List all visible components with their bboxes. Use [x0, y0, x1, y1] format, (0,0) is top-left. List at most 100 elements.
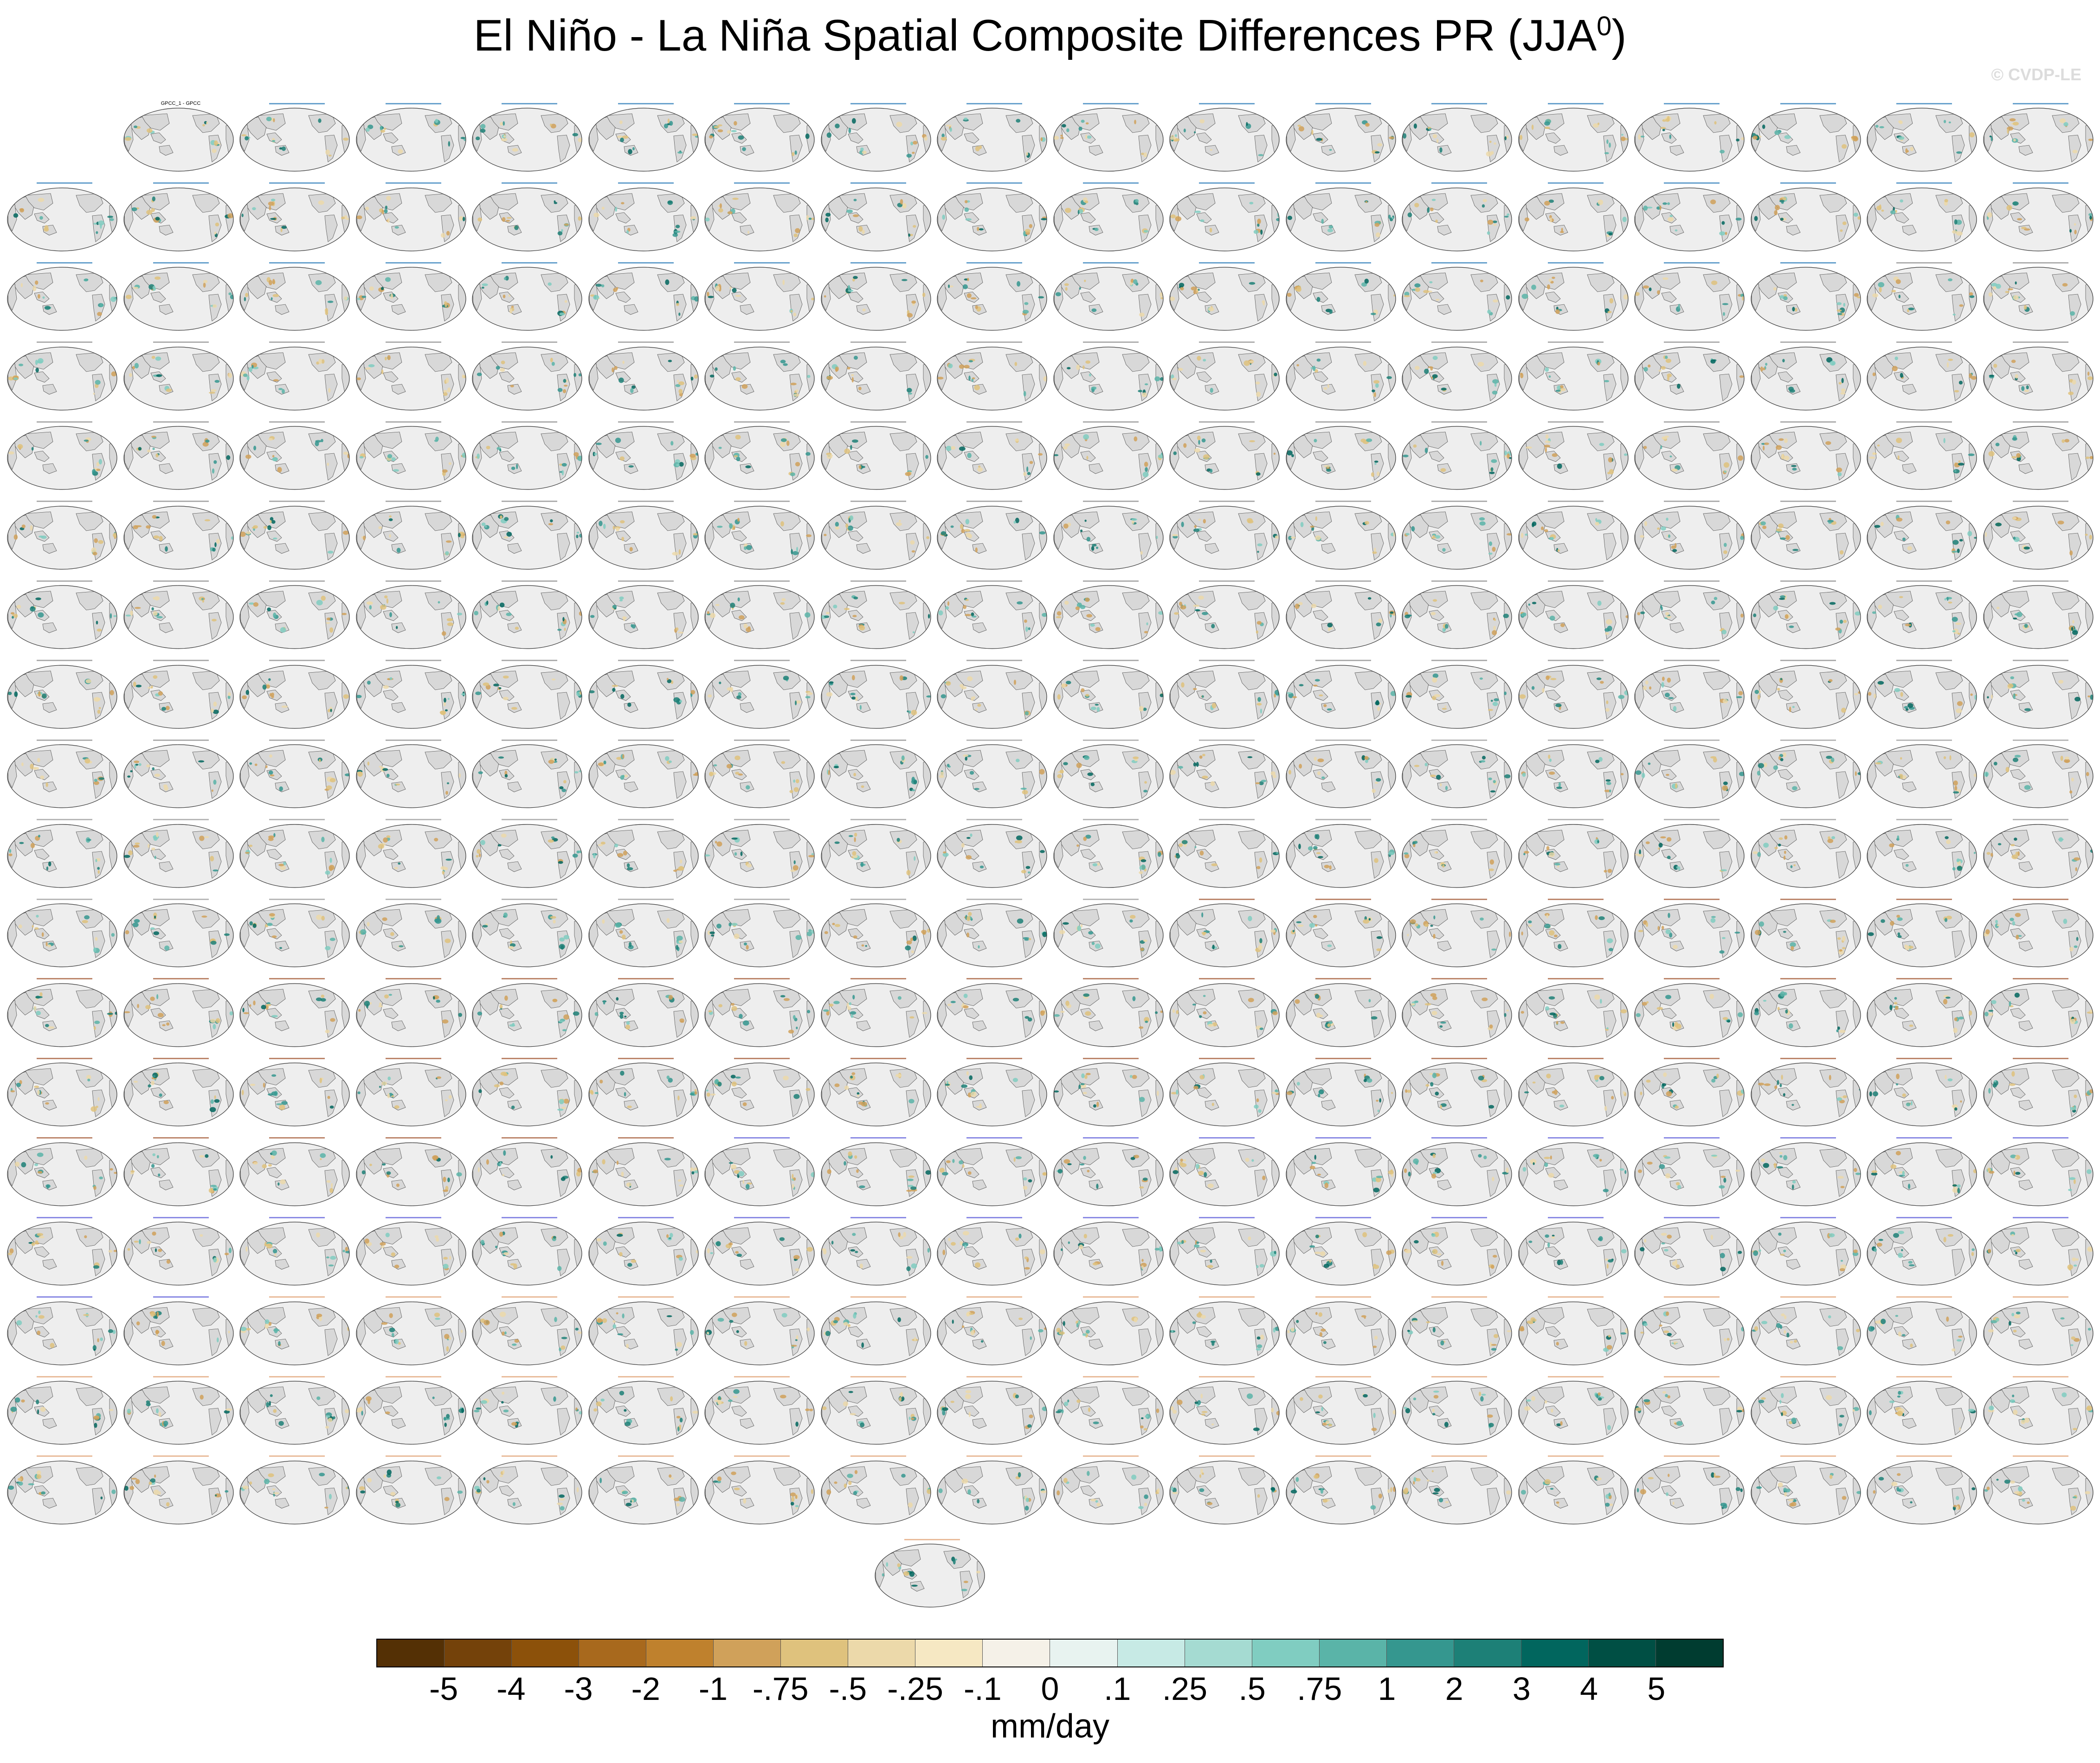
world-map: [1750, 1381, 1861, 1445]
panel-label-text: [2012, 1296, 2068, 1298]
world-map: [704, 426, 815, 490]
world-map: [1867, 1222, 1977, 1286]
model-panel-label: [123, 1373, 239, 1380]
model-map-panel: [1169, 259, 1285, 339]
panel-label-text: [153, 182, 209, 184]
model-map-panel: [704, 736, 820, 816]
model-map-panel: [1285, 736, 1401, 816]
colorbar-swatch: [915, 1640, 983, 1666]
world-map: [1750, 1301, 1861, 1365]
model-panel-label: [1518, 1055, 1634, 1062]
model-panel-label: [588, 339, 704, 346]
panel-label-text: [966, 739, 1022, 741]
model-panel-label: [820, 1373, 936, 1380]
panel-label-text: [1082, 819, 1139, 821]
panel-label-text: [1082, 978, 1139, 980]
world-map: [123, 824, 234, 888]
model-map-panel: [704, 1134, 820, 1214]
world-map: [355, 1460, 466, 1525]
model-map-panel: [123, 975, 239, 1055]
world-map: [1983, 426, 2094, 490]
model-map-panel: [874, 1536, 990, 1615]
model-map-panel: [1750, 339, 1866, 418]
world-map: [588, 744, 699, 808]
world-map: [7, 1142, 117, 1206]
panel-label-text: [1315, 660, 1371, 662]
world-map: [1634, 1301, 1745, 1365]
world-map: [1053, 664, 1164, 729]
model-panel-label: [239, 1055, 355, 1062]
model-map-panel: [1866, 339, 1982, 418]
panel-label-text: [1199, 898, 1255, 900]
panel-label-text: [1547, 1455, 1604, 1457]
world-map: [1402, 505, 1512, 570]
model-map-panel: [6, 1055, 122, 1134]
panel-label-text: [966, 262, 1022, 264]
model-map-panel: [1750, 577, 1866, 657]
panel-label-text: [1896, 501, 1952, 502]
model-panel-label: [1169, 657, 1285, 664]
panel-label-text: [734, 501, 790, 502]
model-map-panel: [355, 577, 471, 657]
model-panel-label: [6, 895, 122, 903]
figure-title: El Niño - La Niña Spatial Composite Diff…: [473, 11, 1627, 60]
world-map: [704, 1381, 815, 1445]
model-panel-label: [355, 816, 471, 824]
model-map-panel: [239, 657, 355, 737]
model-map-panel: [471, 1055, 587, 1134]
world-map: [472, 585, 582, 649]
world-map: [1518, 1301, 1629, 1365]
model-map-panel: [1285, 816, 1401, 896]
panel-label-text: [850, 341, 906, 343]
world-map: [1285, 1062, 1396, 1126]
model-panel-label: [1866, 895, 1982, 903]
world-map: [1402, 744, 1512, 808]
model-panel-label: [1285, 657, 1401, 664]
world-map: [1285, 744, 1396, 808]
colorbar-swatch: [1656, 1640, 1723, 1666]
world-map: [123, 187, 234, 251]
model-map-panel: [1518, 1055, 1634, 1134]
panel-label-text: [1082, 262, 1139, 264]
model-map-panel: [471, 339, 587, 418]
colorbar: [376, 1639, 1724, 1667]
model-panel-label: [936, 259, 1052, 266]
panel-label-text: [269, 501, 325, 502]
world-map: [937, 187, 1047, 251]
world-map: [820, 426, 931, 490]
model-map-panel: [936, 339, 1052, 418]
model-map-panel: [1169, 577, 1285, 657]
world-map: [1053, 1381, 1164, 1445]
model-map-panel: [1866, 498, 1982, 578]
world-map: [1402, 1381, 1512, 1445]
world-map: [355, 585, 466, 649]
panel-label-text: [1664, 739, 1720, 741]
model-panel-label: [1053, 736, 1169, 744]
panel-label-text: [1082, 1216, 1139, 1218]
model-map-panel: [239, 1055, 355, 1134]
model-panel-label: [936, 1453, 1052, 1460]
panel-label-text: [37, 1057, 92, 1059]
model-map-panel: [1053, 1214, 1169, 1293]
panel-label-text: [1664, 660, 1720, 662]
panel-label-text: [153, 1455, 209, 1457]
world-map: [1983, 187, 2094, 251]
model-panel-label: [1750, 577, 1866, 585]
model-map-panel: [6, 180, 122, 259]
panel-label-text: [385, 341, 441, 343]
world-map: [1285, 983, 1396, 1047]
world-map: [937, 585, 1047, 649]
model-panel-label: [1518, 657, 1634, 664]
model-panel-label: [1401, 339, 1517, 346]
model-map-panel: [355, 1453, 471, 1532]
panel-label-text: [153, 1376, 209, 1377]
world-map: [7, 1062, 117, 1126]
model-panel-label: [704, 1293, 820, 1301]
world-map: [239, 267, 350, 331]
model-panel-label: [239, 816, 355, 824]
model-panel-label: [471, 1134, 587, 1142]
model-map-panel: [123, 418, 239, 498]
panel-label-text: [37, 262, 92, 264]
panel-label-text: [1431, 501, 1487, 502]
colorbar-swatch: [1521, 1640, 1589, 1666]
